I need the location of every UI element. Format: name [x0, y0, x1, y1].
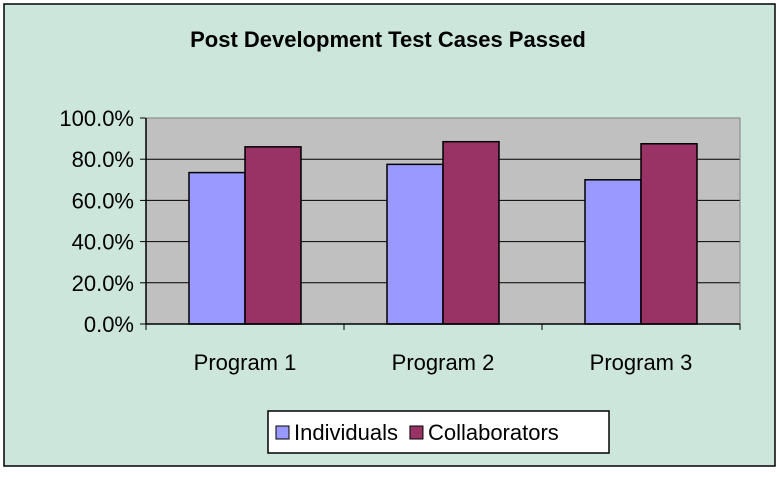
chart-title: Post Development Test Cases Passed: [190, 27, 586, 52]
y-tick-label: 60.0%: [72, 188, 134, 213]
bar-individuals-3: [584, 179, 642, 325]
y-tick-label: 80.0%: [72, 147, 134, 172]
x-tick-labels: Program 1 Program 2 Program 3: [194, 350, 693, 375]
legend-swatch-individuals: [275, 425, 290, 440]
bar-individuals-1: [188, 171, 246, 325]
legend-label-individuals: Individuals: [294, 420, 398, 445]
bar-collaborators-3: [640, 143, 698, 325]
y-tick-label: 40.0%: [72, 230, 134, 255]
legend-swatch-collaborators: [409, 425, 424, 440]
bar-collaborators-2: [442, 140, 500, 325]
x-tick-label: Program 2: [392, 350, 495, 375]
legend-box: [267, 410, 610, 454]
y-tick-labels: 0.0% 20.0% 40.0% 60.0% 80.0% 100.0%: [59, 106, 134, 337]
y-tick-label: 20.0%: [72, 271, 134, 296]
axes: [140, 117, 741, 330]
bars: [188, 140, 698, 325]
legend-label-collaborators: Collaborators: [428, 420, 559, 445]
x-tick-label: Program 1: [194, 350, 297, 375]
x-tick-label: Program 3: [590, 350, 693, 375]
bar-individuals-2: [386, 163, 444, 325]
y-tick-label: 0.0%: [84, 312, 134, 337]
bar-collaborators-1: [244, 146, 302, 325]
legend: Individuals Collaborators: [267, 410, 610, 454]
y-tick-label: 100.0%: [59, 106, 134, 131]
